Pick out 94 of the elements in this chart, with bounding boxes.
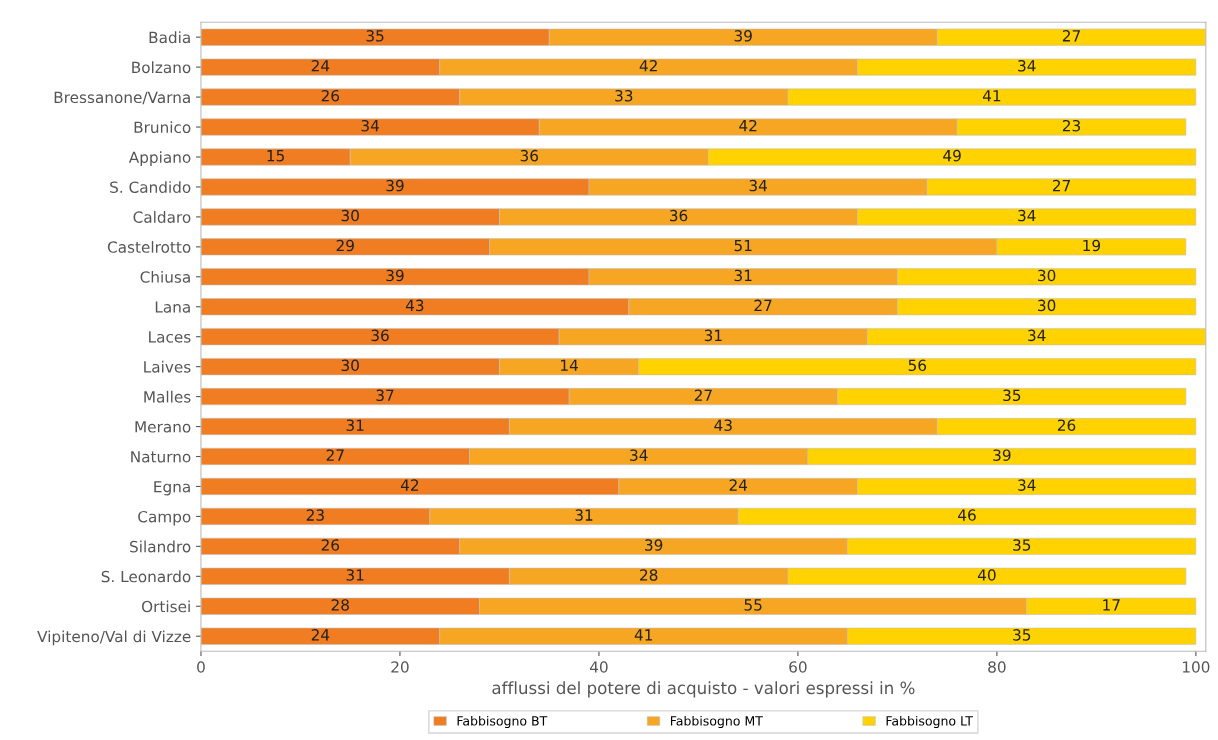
data-label: 35 <box>1013 629 1031 641</box>
data-label: 39 <box>386 269 404 282</box>
data-label: 17 <box>1103 599 1120 611</box>
data-label: 42 <box>639 60 657 72</box>
data-label: 26 <box>321 89 340 102</box>
data-label: 27 <box>1062 30 1080 42</box>
y-tick-label: S. Leonardo <box>101 570 191 583</box>
data-label: 37 <box>376 389 394 402</box>
data-label: 31 <box>346 419 364 431</box>
data-label: 30 <box>1038 269 1056 282</box>
data-label: 19 <box>1083 239 1101 252</box>
data-label: 24 <box>311 629 330 641</box>
y-tick-label: Ortisei <box>141 600 190 613</box>
x-tick-label: 20 <box>391 661 409 673</box>
x-tick-label: 80 <box>988 661 1006 673</box>
legend-label: Fabbisogno BT <box>457 715 548 729</box>
data-label: 26 <box>321 539 340 551</box>
x-tick-label: 0 <box>197 661 205 673</box>
y-tick-label: Castelrotto <box>107 241 191 253</box>
data-label: 27 <box>1052 179 1070 192</box>
x-axis-title: afflussi del potere di acquisto - valori espressi in % <box>492 681 915 698</box>
data-label: 30 <box>341 209 359 222</box>
legend-label: Fabbisogno MT <box>670 715 763 729</box>
data-label: 43 <box>714 419 732 431</box>
data-label: 41 <box>634 629 653 641</box>
data-label: 34 <box>1028 329 1046 342</box>
data-label: 42 <box>739 119 757 132</box>
data-label: 46 <box>958 509 976 521</box>
data-label: 15 <box>267 150 284 162</box>
data-label: 39 <box>734 30 752 42</box>
data-label: 34 <box>1018 479 1036 491</box>
data-label: 34 <box>1018 60 1036 72</box>
data-label: 39 <box>386 179 404 192</box>
y-tick-label: Laces <box>149 331 191 343</box>
data-label: 31 <box>704 329 722 342</box>
y-tick-label: Caldaro <box>133 211 191 223</box>
y-tick-label: Brunico <box>134 121 191 134</box>
y-tick-label: Laives <box>144 360 191 373</box>
data-label: 14 <box>561 359 578 371</box>
data-label: 23 <box>1062 119 1080 132</box>
data-label: 31 <box>346 569 364 581</box>
data-label: 36 <box>520 149 539 162</box>
data-label: 55 <box>744 599 762 611</box>
data-label: 28 <box>331 599 349 611</box>
y-tick-label: Badia <box>149 31 190 44</box>
data-label: 27 <box>326 449 344 461</box>
data-label: 27 <box>694 389 712 401</box>
data-label: 31 <box>734 269 752 282</box>
data-label: 49 <box>943 149 961 162</box>
data-label: 39 <box>645 539 663 551</box>
legend-label: Fabbisogno LT <box>886 715 973 729</box>
y-tick-label: Merano <box>135 421 191 433</box>
data-label: 24 <box>311 60 330 72</box>
data-label: 31 <box>575 509 593 521</box>
data-label: 41 <box>982 90 1001 102</box>
data-label: 34 <box>630 449 648 461</box>
y-tick-label: Campo <box>138 510 191 526</box>
data-label: 34 <box>749 179 767 192</box>
data-label: 27 <box>754 299 772 311</box>
data-label: 35 <box>1003 389 1021 402</box>
y-tick-label: S. Candido <box>110 181 191 193</box>
y-tick-label: Naturno <box>131 451 191 463</box>
y-tick-label: Lana <box>155 301 190 313</box>
data-label: 36 <box>669 209 688 222</box>
x-tick-label: 60 <box>789 661 807 673</box>
data-label: 34 <box>1018 209 1036 222</box>
y-tick-label: Bolzano <box>132 61 191 74</box>
y-tick-label: Silandro <box>130 540 191 553</box>
y-tick-label: Malles <box>144 390 191 403</box>
data-label: 36 <box>371 329 389 342</box>
x-tick-label: 100 <box>1182 661 1210 673</box>
data-label: 42 <box>400 479 419 491</box>
data-label: 56 <box>908 359 927 372</box>
data-label: 23 <box>306 509 324 521</box>
y-tick-label: Chiusa <box>140 270 190 283</box>
data-label: 35 <box>366 30 384 42</box>
y-tick-label: Bressanone/Varna <box>54 91 190 105</box>
y-tick-label: Vipiteno/Val di Vizze <box>37 630 191 646</box>
data-label: 39 <box>993 449 1011 461</box>
data-label: 28 <box>640 569 658 581</box>
data-label: 30 <box>1038 299 1056 312</box>
data-label: 40 <box>977 569 996 581</box>
y-tick-label: Egna <box>154 481 190 496</box>
data-label: 24 <box>729 479 748 491</box>
data-label: 30 <box>341 359 359 372</box>
data-label: 34 <box>361 119 379 132</box>
data-label: 35 <box>1013 539 1031 551</box>
data-label: 43 <box>405 299 424 312</box>
data-label: 26 <box>1057 419 1076 431</box>
data-label: 33 <box>615 89 633 102</box>
y-tick-label: Appiano <box>128 151 191 166</box>
x-tick-label: 40 <box>589 661 608 673</box>
data-label: 51 <box>734 239 752 252</box>
data-label: 29 <box>336 239 354 252</box>
